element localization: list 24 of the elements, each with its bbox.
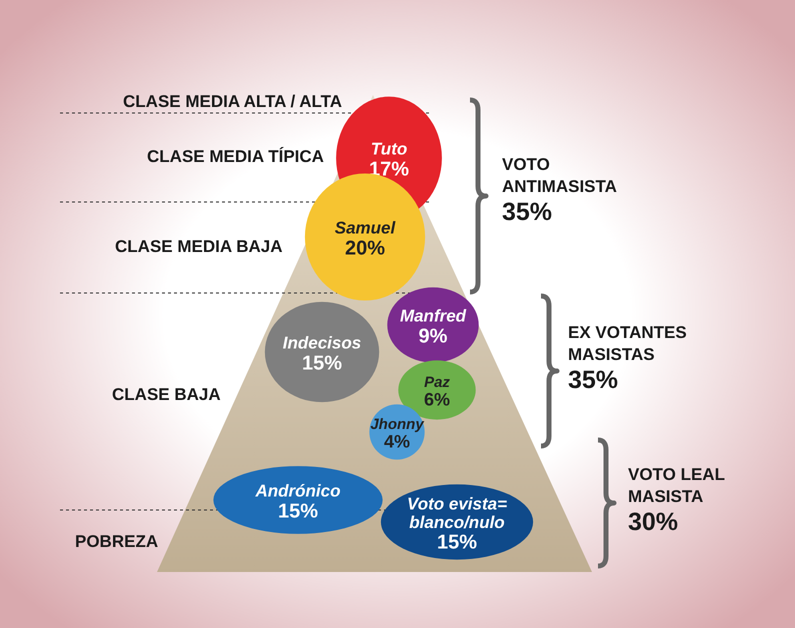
category-label: Jhonny xyxy=(370,416,424,433)
data-label: 17% xyxy=(368,158,410,180)
text: POBREZA xyxy=(75,532,158,551)
text: CLASE MEDIA BAJA xyxy=(115,237,282,256)
data-label: 15% xyxy=(302,352,342,374)
data-label: 4% xyxy=(384,432,410,452)
data-label: 15% xyxy=(436,532,478,554)
category-label: Paz xyxy=(424,374,450,391)
category-label: Tuto xyxy=(370,140,408,159)
data-label: 9% xyxy=(418,325,448,348)
text: VOTO ANTIMASISTA 35% xyxy=(502,155,617,226)
category-label: Voto evista= blanco/nulo xyxy=(407,494,508,532)
text: CLASE MEDIA TÍPICA xyxy=(147,146,324,166)
text: CLASE MEDIA ALTA / ALTA xyxy=(123,92,342,111)
text: EX VOTANTES MASISTAS 35% xyxy=(568,323,687,394)
category-label: Andrónico xyxy=(254,482,340,501)
data-label: 15% xyxy=(278,500,318,522)
text: VOTO LEAL MASISTA 30% xyxy=(628,465,725,536)
data-label: 20% xyxy=(344,237,386,260)
category-label: Manfred xyxy=(400,306,467,326)
text: CLASE BAJA xyxy=(112,385,221,404)
data-label: 6% xyxy=(424,390,450,410)
category-label: Samuel xyxy=(334,218,397,238)
category-label: Indecisos xyxy=(282,334,362,353)
